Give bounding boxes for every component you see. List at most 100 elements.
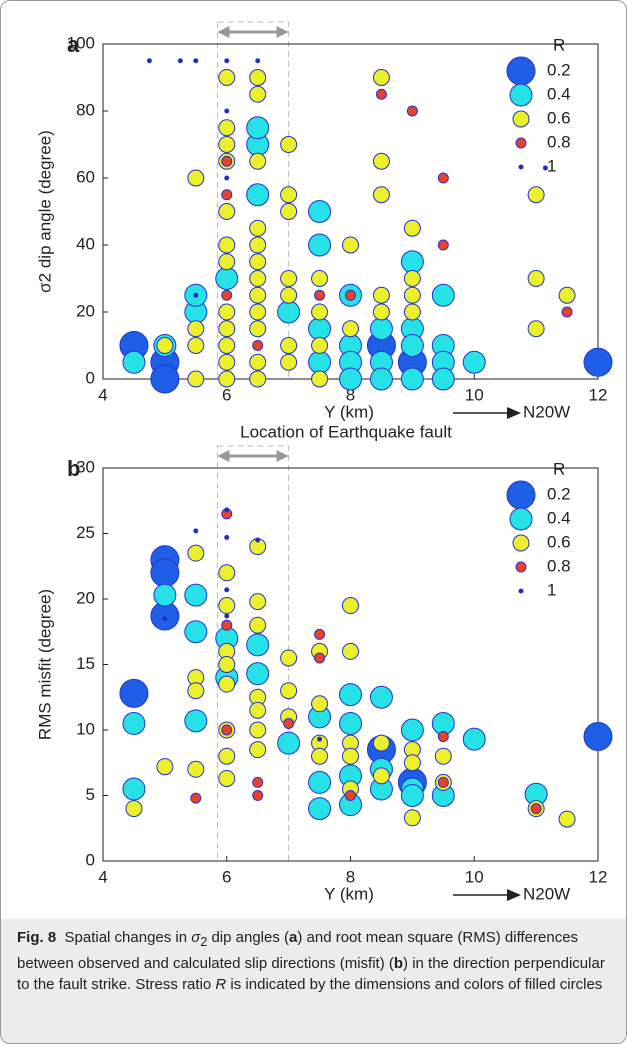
legend-marker [509,507,533,531]
point [187,370,205,388]
point [150,364,180,394]
x-tick-label: 12 [589,385,608,404]
y-axis-label: σ2 dip angle (degree) [35,130,54,293]
y-tick-label: 0 [86,850,95,869]
legend-label: 0.2 [547,60,571,79]
point [339,367,362,391]
point [252,790,264,801]
point [153,583,177,607]
point [314,652,326,664]
point [527,186,545,204]
legend-marker [518,588,524,594]
caption-text: ) in the direction perpendicular to the … [17,955,605,993]
point [255,58,261,64]
caption-text: R [215,976,227,993]
point [249,286,267,304]
point [218,337,236,354]
point [156,337,174,354]
point [403,219,421,237]
point [125,800,143,818]
point [400,718,424,742]
point [308,797,332,821]
x-tick-label: 8 [346,385,355,404]
point [400,334,424,357]
point [249,219,267,237]
point [527,320,545,338]
point [246,633,270,657]
point [246,183,270,207]
point [280,649,298,667]
point [311,747,329,765]
point [221,619,233,631]
point [462,727,486,751]
point [224,108,230,114]
x-tick-label: 8 [346,867,355,886]
caption-text: ) and root mean square (RMS) differences… [17,929,579,972]
x-tick-label: 12 [589,867,608,886]
point [224,507,230,513]
point [339,711,362,735]
point [218,69,236,86]
point [187,337,205,354]
legend-marker [515,561,527,573]
point [558,286,576,304]
point [462,350,486,374]
point [280,353,298,371]
point [308,233,332,257]
y-tick-label: 10 [76,719,95,738]
point [403,754,421,772]
point [187,320,205,338]
point [224,534,230,540]
y-tick-label: 30 [76,457,95,476]
legend-label: 0.6 [547,108,571,127]
legend-marker [506,56,536,86]
point [561,306,573,318]
x-tick-label: 10 [465,385,484,404]
direction-arrowhead [507,889,521,901]
point [308,770,332,794]
point [122,777,146,801]
point [249,320,267,338]
legend-marker [506,480,536,510]
point [224,613,230,619]
legend-label: 0.2 [547,484,571,503]
y-tick-label: 20 [76,301,95,320]
point [314,628,326,640]
point [252,776,264,788]
legend-marker [515,137,527,149]
point [218,656,236,673]
point [249,701,267,719]
point [249,69,267,86]
point [249,85,267,103]
point [372,286,390,304]
point [372,303,390,321]
y-tick-label: 25 [76,523,95,542]
point [400,250,424,274]
x-tick-label: 10 [465,867,484,886]
point [122,711,146,735]
point [342,320,359,338]
point [369,317,393,341]
point [311,370,329,388]
point [249,270,267,287]
point [193,292,199,298]
point [218,353,236,371]
point [218,320,236,338]
point [558,810,576,828]
point [218,564,236,582]
point [162,616,168,622]
point [255,537,261,543]
point [252,340,264,351]
legend-label: 0.8 [547,132,571,151]
point [249,152,267,170]
point [403,809,421,827]
point [177,58,183,64]
point [431,367,455,391]
point [345,790,356,801]
point [437,776,449,788]
y-tick-label: 0 [86,368,95,387]
legend-marker [512,534,530,552]
point [215,267,239,290]
point [311,303,329,321]
